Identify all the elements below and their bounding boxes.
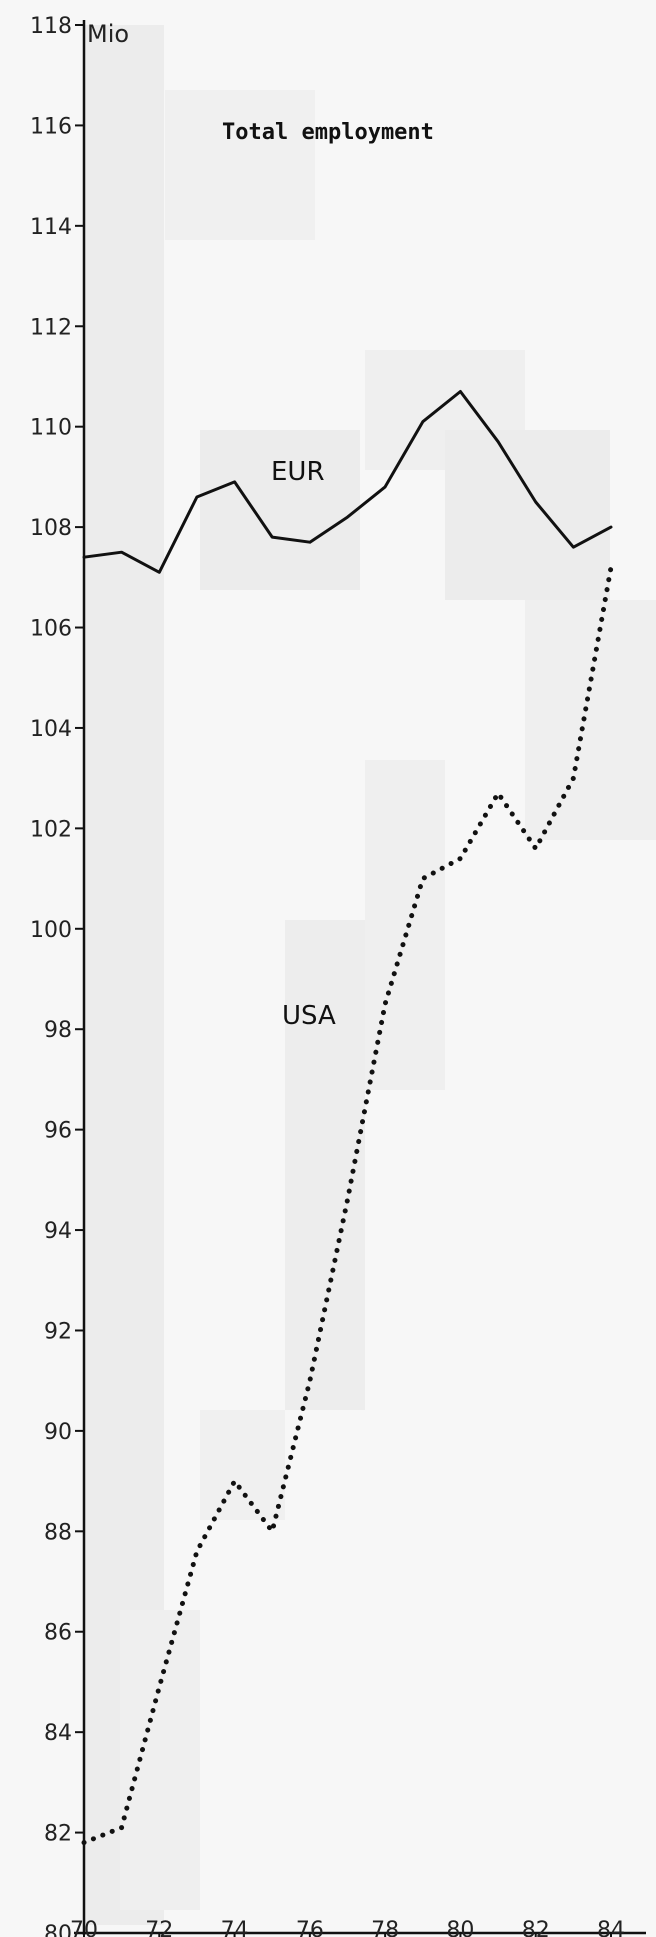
chart-title: Total employment xyxy=(222,120,434,145)
series-line-eur xyxy=(82,390,613,574)
x-tick-label-80: 80 xyxy=(446,1918,474,1937)
y-tick-label-108: 108 xyxy=(30,516,72,541)
y-tick-label-102: 102 xyxy=(30,817,72,842)
tick-labels: 80 82 84 86 88 90 92 94 96 98 100 102 104 106 108 110 11… xyxy=(30,14,625,1937)
y-tick-label-98: 98 xyxy=(44,1018,72,1043)
x-tick-label-78: 78 xyxy=(371,1918,399,1937)
y-tick-label-90: 90 xyxy=(44,1420,72,1445)
series-label-usa: USA xyxy=(282,1001,336,1031)
x-tick-label-72: 72 xyxy=(145,1918,173,1937)
y-tick-label-118: 118 xyxy=(30,14,72,39)
x-tick-label-76: 76 xyxy=(296,1918,324,1937)
y-tick-label-86: 86 xyxy=(44,1621,72,1646)
shade-block-9 xyxy=(120,1610,200,1910)
x-tick-label-70: 70 xyxy=(70,1918,98,1937)
point-usa-73 xyxy=(196,1551,197,1552)
x-tick-label-82: 82 xyxy=(522,1918,550,1937)
shade-block-7 xyxy=(365,760,445,1090)
y-tick-label-84: 84 xyxy=(44,1721,72,1746)
series-line-usa xyxy=(81,564,614,1846)
y-axis-unit-label: Mio xyxy=(87,20,129,48)
y-tick-label-92: 92 xyxy=(44,1319,72,1344)
shade-block-4 xyxy=(445,430,610,600)
y-tick-label-116: 116 xyxy=(30,114,72,139)
y-tick-label-88: 88 xyxy=(44,1520,72,1545)
x-tick-label-74: 74 xyxy=(221,1918,249,1937)
shade-block-1 xyxy=(165,90,315,240)
y-tick-label-80: 80 xyxy=(44,1922,72,1937)
tick-marks xyxy=(75,24,612,1937)
series-lines xyxy=(81,390,614,1846)
y-tick-label-112: 112 xyxy=(30,315,72,340)
y-tick-label-104: 104 xyxy=(30,717,72,742)
series-label-eur: EUR xyxy=(271,457,325,487)
point-usa-81 xyxy=(498,793,499,794)
shade-block-8 xyxy=(200,1410,285,1520)
shade-block-2 xyxy=(200,430,360,590)
y-tick-label-114: 114 xyxy=(30,215,72,240)
y-tick-label-96: 96 xyxy=(44,1119,72,1144)
background-shading xyxy=(84,25,656,1925)
y-tick-label-106: 106 xyxy=(30,617,72,642)
axes xyxy=(74,20,646,1935)
shade-block-5 xyxy=(525,600,656,840)
point-usa-75 xyxy=(272,1531,273,1532)
shade-block-6 xyxy=(285,920,365,1410)
x-tick-label-84: 84 xyxy=(597,1918,625,1937)
y-tick-label-110: 110 xyxy=(30,416,72,441)
y-tick-label-100: 100 xyxy=(30,918,72,943)
y-tick-label-82: 82 xyxy=(44,1822,72,1847)
shade-block-0 xyxy=(84,25,164,1925)
y-tick-label-94: 94 xyxy=(44,1219,72,1244)
